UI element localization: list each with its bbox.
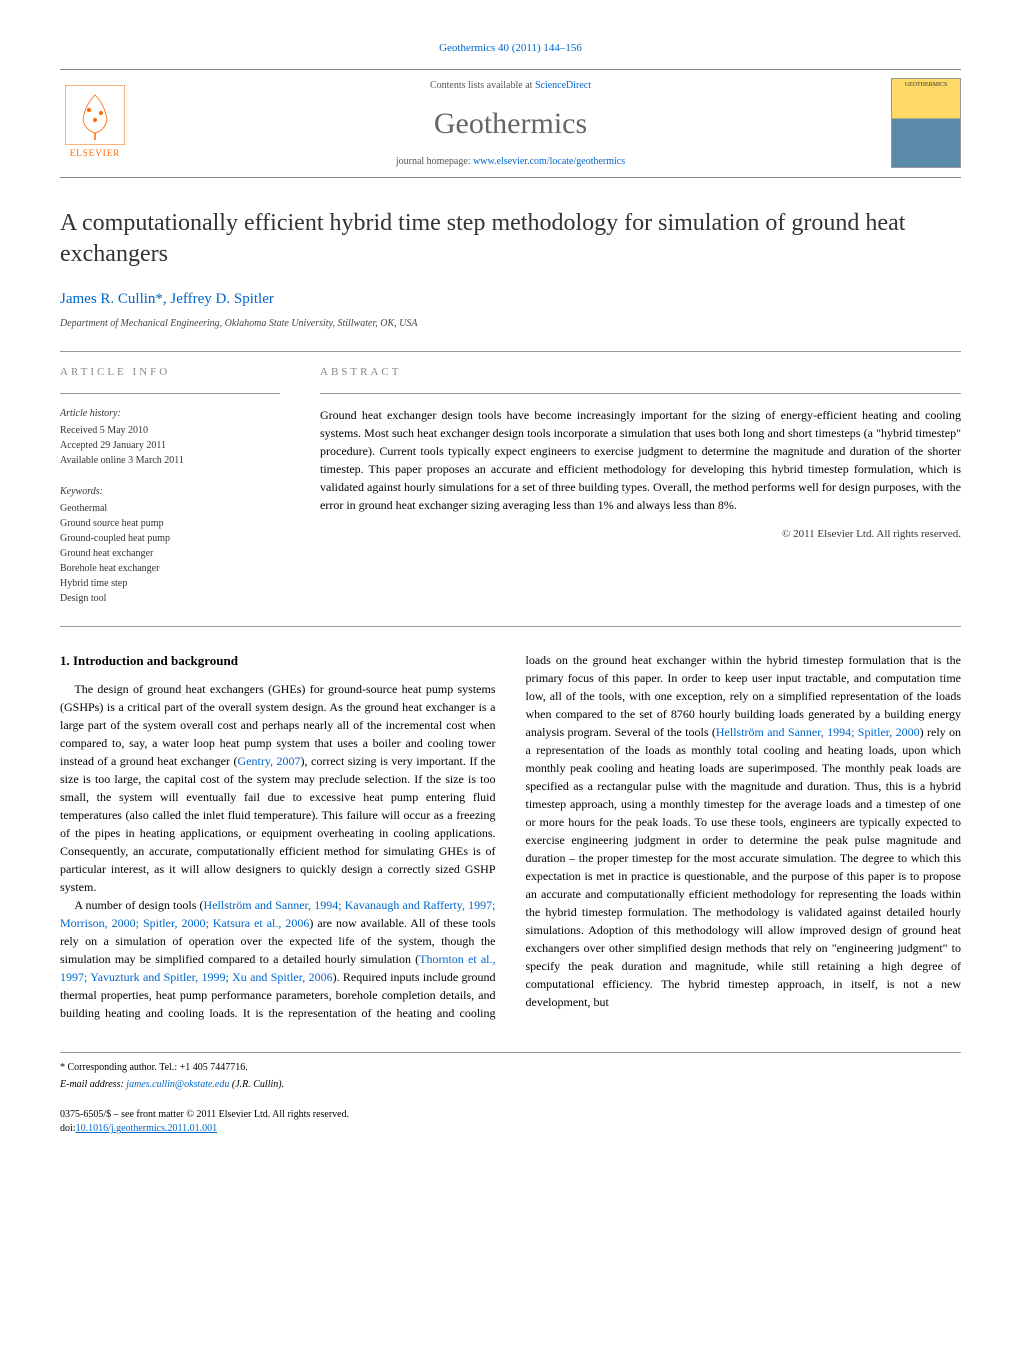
authors-line: James R. Cullin*, Jeffrey D. Spitler [60,288,961,311]
cover-thumb-title: GEOTHERMICS [892,79,960,92]
keyword: Geothermal [60,501,280,516]
affiliation: Department of Mechanical Engineering, Ok… [60,316,961,331]
corresponding-author: * Corresponding author. Tel.: +1 405 744… [60,1061,961,1075]
journal-cover-thumbnail: GEOTHERMICS [891,78,961,168]
history-heading: Article history: [60,406,280,421]
issn-line: 0375-6505/$ – see front matter © 2011 El… [60,1108,349,1122]
divider [320,393,961,394]
abstract-label: abstract [320,364,961,381]
journal-homepage-link[interactable]: www.elsevier.com/locate/geothermics [473,156,625,167]
citation-header: Geothermics 40 (2011) 144–156 [60,40,961,57]
publisher-logo-text: ELSEVIER [70,147,121,161]
contents-prefix: Contents lists available at [430,80,535,91]
email-link[interactable]: james.cullin@okstate.edu [126,1079,229,1090]
doi-line: doi:10.1016/j.geothermics.2011.01.001 [60,1122,349,1136]
section-heading: 1. Introduction and background [60,651,496,671]
keywords-block: Keywords: Geothermal Ground source heat … [60,484,280,606]
body-text: ) rely on a representation of the loads … [526,725,962,1009]
divider [60,393,280,394]
contents-available-line: Contents lists available at ScienceDirec… [130,78,891,93]
body-text: ), correct sizing is very important. If … [60,754,496,894]
email-label: E-mail address: [60,1079,126,1090]
abstract-column: abstract Ground heat exchanger design to… [320,364,961,606]
publisher-logo: ELSEVIER [60,83,130,163]
email-line: E-mail address: james.cullin@okstate.edu… [60,1078,961,1092]
issn-copyright: 0375-6505/$ – see front matter © 2011 El… [60,1108,349,1136]
keyword: Ground-coupled heat pump [60,531,280,546]
body-text: A number of design tools ( [74,898,203,912]
keyword: Ground source heat pump [60,516,280,531]
abstract-copyright: © 2011 Elsevier Ltd. All rights reserved… [320,526,961,543]
masthead-center: Contents lists available at ScienceDirec… [130,78,891,169]
divider [60,626,961,627]
journal-homepage-line: journal homepage: www.elsevier.com/locat… [130,154,891,169]
divider [60,351,961,352]
keyword: Design tool [60,591,280,606]
article-title: A computationally efficient hybrid time … [60,208,961,270]
sciencedirect-link[interactable]: ScienceDirect [535,80,591,91]
keyword: Ground heat exchanger [60,546,280,561]
citation-link[interactable]: Hellström and Sanner, 1994; Spitler, 200… [716,725,920,739]
history-line: Available online 3 March 2011 [60,453,280,468]
email-suffix: (J.R. Cullin). [229,1079,284,1090]
abstract-text: Ground heat exchanger design tools have … [320,406,961,514]
article-info-column: article info Article history: Received 5… [60,364,280,606]
homepage-prefix: journal homepage: [396,156,473,167]
elsevier-tree-icon [65,85,125,145]
article-info-label: article info [60,364,280,381]
history-line: Received 5 May 2010 [60,423,280,438]
info-abstract-row: article info Article history: Received 5… [60,364,961,606]
masthead: ELSEVIER Contents lists available at Sci… [60,69,961,178]
doi-prefix: doi: [60,1123,76,1134]
body-paragraph: The design of ground heat exchangers (GH… [60,680,496,896]
history-line: Accepted 29 January 2011 [60,438,280,453]
keyword: Hybrid time step [60,576,280,591]
page-footer: * Corresponding author. Tel.: +1 405 744… [60,1052,961,1136]
keyword: Borehole heat exchanger [60,561,280,576]
author-link[interactable]: James R. Cullin*, Jeffrey D. Spitler [60,291,274,307]
article-history: Article history: Received 5 May 2010 Acc… [60,406,280,468]
body-two-column: 1. Introduction and background The desig… [60,651,961,1023]
keywords-heading: Keywords: [60,484,280,499]
citation-link[interactable]: Gentry, 2007 [238,754,301,768]
doi-link[interactable]: 10.1016/j.geothermics.2011.01.001 [76,1123,218,1134]
journal-name: Geothermics [130,101,891,146]
